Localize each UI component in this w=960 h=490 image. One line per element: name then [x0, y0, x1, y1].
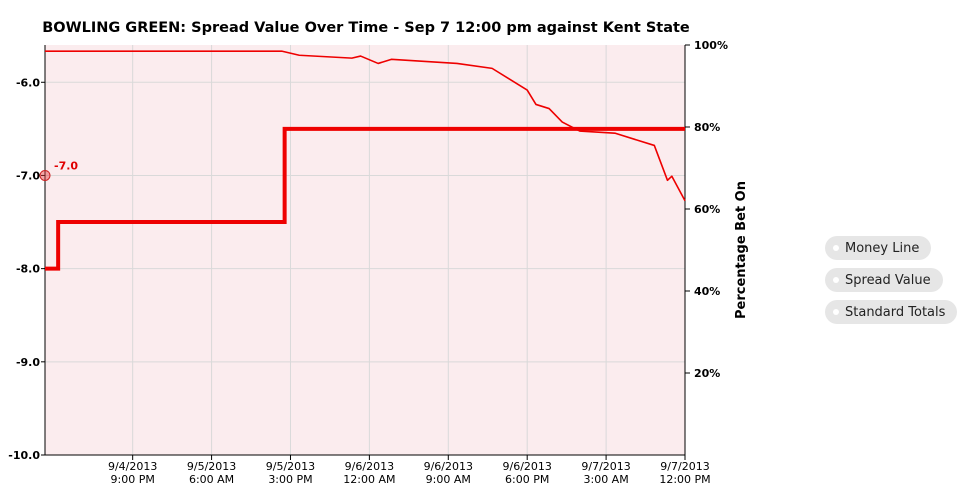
x-tick-label-time: 6:00 PM — [505, 473, 549, 486]
x-tick-label-date: 9/6/2013 — [345, 460, 394, 473]
x-tick-label-date: 9/7/2013 — [660, 460, 709, 473]
x-tick-label-time: 12:00 PM — [659, 473, 710, 486]
x-tick-label-date: 9/4/2013 — [108, 460, 157, 473]
x-tick-label-date: 9/5/2013 — [187, 460, 236, 473]
y2-axis-title: Percentage Bet On — [734, 181, 749, 319]
spread-value-toggle[interactable]: Spread Value — [825, 268, 943, 292]
y-left-tick-label: -9.0 — [16, 356, 40, 369]
money-line-label: Money Line — [845, 240, 920, 256]
chart-title: BOWLING GREEN: Spread Value Over Time - … — [42, 20, 690, 36]
y-left-tick-label: -10.0 — [8, 449, 40, 462]
axes — [41, 44, 690, 460]
percentage-bet-line — [45, 50, 686, 202]
y-right-tick-label: 20% — [694, 367, 720, 380]
plot-area — [45, 45, 685, 455]
x-tick-label-time: 6:00 AM — [189, 473, 234, 486]
y-left-tick-label: -6.0 — [16, 76, 40, 89]
spread-value-label: Spread Value — [845, 272, 931, 288]
spread-value-line — [45, 126, 685, 271]
toggle-dot-icon — [833, 277, 839, 283]
x-tick-label-time: 12:00 AM — [343, 473, 395, 486]
y-left-tick-label: -7.0 — [16, 169, 40, 182]
x-tick-label-time: 9:00 AM — [426, 473, 471, 486]
tick-labels: -6.0 -7.0 -8.0 -9.0 -10.0 20% 40% 60% 80% 100% 9/4… — [8, 39, 728, 486]
x-tick-label-time: 9:00 PM — [111, 473, 155, 486]
hover-marker — [39, 169, 51, 181]
x-tick-label-time: 3:00 AM — [583, 473, 628, 486]
y-right-tick-label: 100% — [694, 39, 728, 52]
y-right-tick-label: 60% — [694, 203, 720, 216]
x-tick-label-date: 9/7/2013 — [581, 460, 630, 473]
toggle-dot-icon — [833, 245, 839, 251]
toggle-dot-icon — [833, 309, 839, 315]
annotation-label: -7.0 — [54, 159, 78, 172]
standard-totals-toggle[interactable]: Standard Totals — [825, 300, 958, 324]
x-tick-label-date: 9/5/2013 — [266, 460, 315, 473]
standard-totals-label: Standard Totals — [845, 304, 946, 320]
y-right-tick-label: 80% — [694, 121, 720, 134]
series — [39, 50, 686, 271]
y-right-tick-label: 40% — [694, 285, 720, 298]
x-tick-label-date: 9/6/2013 — [424, 460, 473, 473]
money-line-toggle[interactable]: Money Line — [825, 236, 932, 260]
y-left-tick-label: -8.0 — [16, 263, 40, 276]
x-tick-label-date: 9/6/2013 — [502, 460, 551, 473]
x-tick-label-time: 3:00 PM — [268, 473, 312, 486]
